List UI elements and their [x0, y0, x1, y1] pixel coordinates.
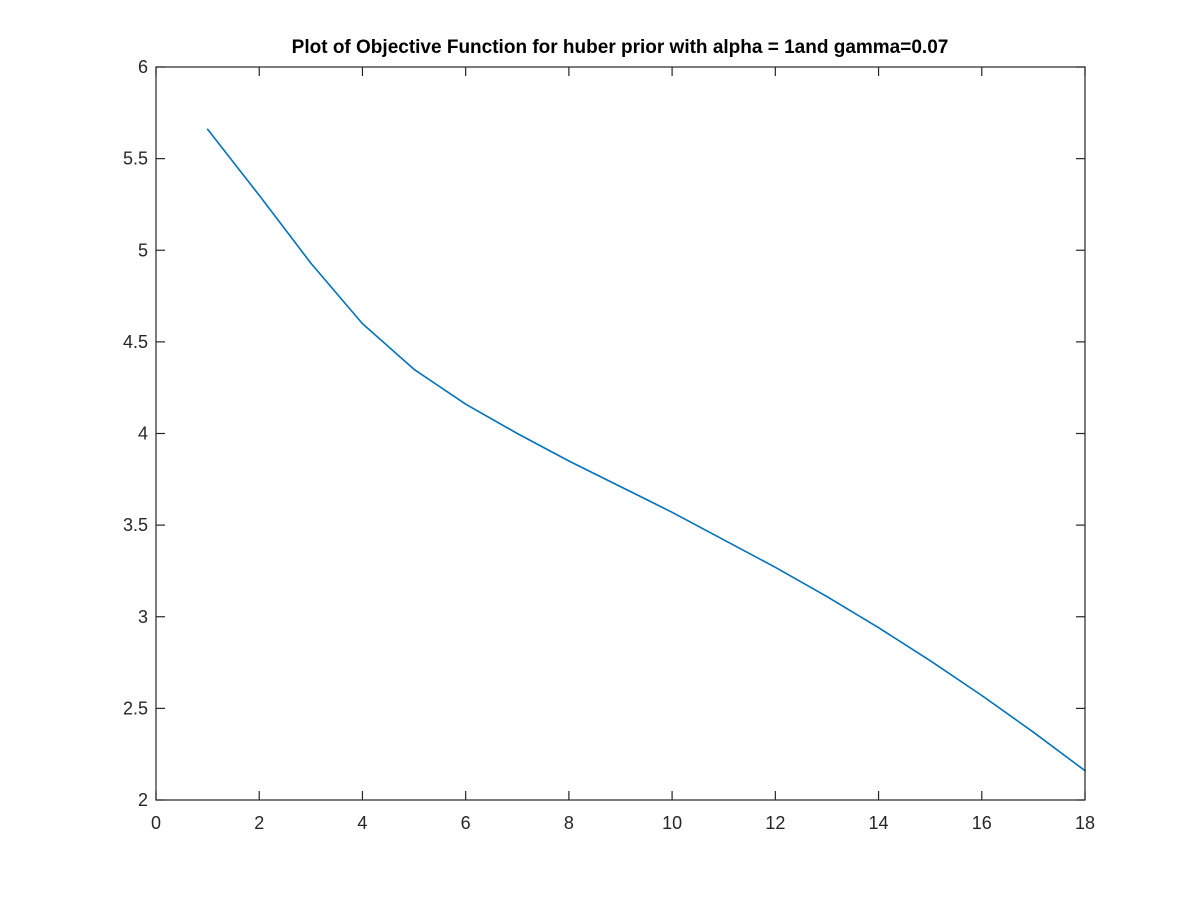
chart-title: Plot of Objective Function for huber pri… — [292, 37, 949, 58]
x-tick-label: 18 — [1075, 813, 1095, 833]
series-line — [206, 128, 1086, 772]
plot-area — [156, 67, 1085, 800]
y-tick-label: 4.5 — [123, 332, 148, 352]
x-tick-label: 14 — [869, 813, 889, 833]
y-tick-label: 2.5 — [123, 698, 148, 718]
axes-box — [155, 66, 1086, 801]
y-tick-label: 5.5 — [123, 149, 148, 169]
y-tick-label: 2 — [138, 790, 148, 810]
y-tick-label: 3.5 — [123, 515, 148, 535]
x-tick-label: 0 — [151, 813, 161, 833]
x-tick-label: 8 — [564, 813, 574, 833]
x-tick-label: 10 — [662, 813, 682, 833]
x-tick-label: 6 — [461, 813, 471, 833]
x-tick-label: 12 — [765, 813, 785, 833]
y-tick-label: 6 — [138, 57, 148, 77]
y-tick-label: 3 — [138, 607, 148, 627]
x-tick-label: 4 — [357, 813, 367, 833]
series-layer — [206, 128, 1086, 772]
x-tick-label: 16 — [972, 813, 992, 833]
y-tick-label: 4 — [138, 424, 148, 444]
y-tick-label: 5 — [138, 240, 148, 260]
x-tick-label: 2 — [254, 813, 264, 833]
